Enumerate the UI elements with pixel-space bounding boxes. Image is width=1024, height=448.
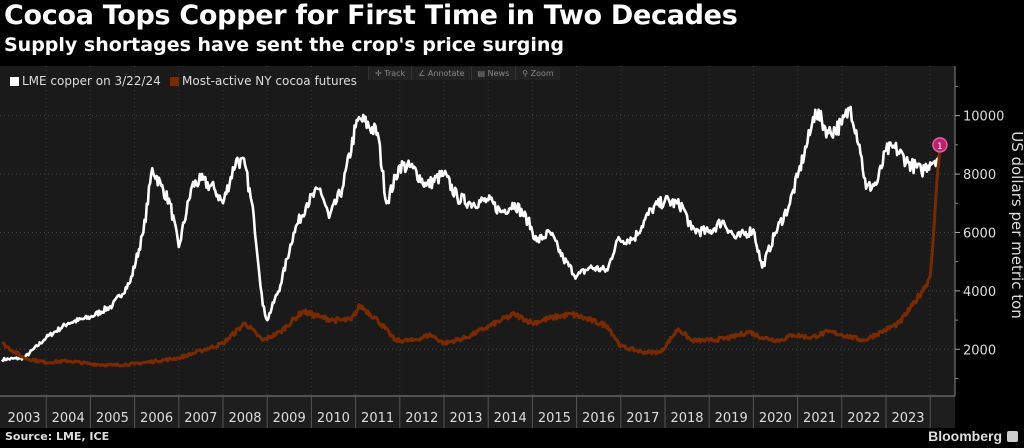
bloomberg-logo: Bloomberg bbox=[928, 428, 1002, 444]
legend-swatch-cocoa bbox=[170, 76, 179, 86]
x-tick-label: 2018 bbox=[670, 411, 703, 426]
x-tick-label: 2010 bbox=[317, 411, 350, 426]
legend-item-copper[interactable]: LME copper on 3/22/24 bbox=[10, 74, 161, 88]
x-tick-label: 2014 bbox=[494, 411, 527, 426]
x-tick-label: 2020 bbox=[759, 411, 792, 426]
y-tick-label: 4000 bbox=[963, 285, 996, 300]
x-tick-label: 2021 bbox=[803, 411, 836, 426]
x-tick-label: 2013 bbox=[449, 411, 482, 426]
plot-area bbox=[0, 66, 955, 396]
x-tick-label: 2019 bbox=[715, 411, 748, 426]
x-axis-band bbox=[0, 396, 955, 428]
x-tick-label: 2011 bbox=[361, 411, 394, 426]
x-tick-label: 2022 bbox=[847, 411, 880, 426]
news-button[interactable]: ▤ News bbox=[470, 67, 516, 80]
x-tick-label: 2003 bbox=[7, 411, 40, 426]
x-tick-label: 2017 bbox=[626, 411, 659, 426]
legend-swatch-copper bbox=[10, 76, 19, 86]
y-tick-label: 6000 bbox=[963, 226, 996, 241]
x-tick-label: 2008 bbox=[228, 411, 261, 426]
track-button[interactable]: ✛ Track bbox=[368, 67, 411, 80]
chart-toolbar: ✛ Track ∠ Annotate ▤ News ⚲ Zoom bbox=[368, 67, 560, 80]
x-tick-label: 2016 bbox=[582, 411, 615, 426]
bloomberg-chart-icon bbox=[1007, 431, 1018, 442]
x-tick-label: 2004 bbox=[52, 411, 85, 426]
x-tick-label: 2023 bbox=[891, 411, 924, 426]
annotation-label: 1 bbox=[937, 142, 943, 152]
chart-title: Cocoa Tops Copper for First Time in Two … bbox=[4, 0, 738, 31]
legend-label-copper: LME copper on 3/22/24 bbox=[22, 74, 161, 88]
y-tick-label: 2000 bbox=[963, 343, 996, 358]
x-tick-label: 2012 bbox=[405, 411, 438, 426]
chart-subtitle: Supply shortages have sent the crop's pr… bbox=[4, 34, 564, 56]
y-tick-label: 8000 bbox=[963, 168, 996, 183]
x-tick-label: 2009 bbox=[273, 411, 306, 426]
x-tick-label: 2007 bbox=[184, 411, 217, 426]
x-tick-label: 2015 bbox=[538, 411, 571, 426]
x-tick-label: 2005 bbox=[96, 411, 129, 426]
annotation-marker bbox=[932, 137, 948, 153]
annotate-button[interactable]: ∠ Annotate bbox=[411, 67, 470, 80]
y-tick-label: 10000 bbox=[963, 110, 1004, 125]
source-note: Source: LME, ICE bbox=[5, 430, 110, 443]
series-line-copper bbox=[0, 105, 941, 363]
zoom-button[interactable]: ⚲ Zoom bbox=[515, 67, 559, 80]
legend-item-cocoa[interactable]: Most-active NY cocoa futures bbox=[170, 74, 357, 88]
y-axis-label: US dollars per metric ton bbox=[1008, 131, 1024, 319]
series-line-cocoa bbox=[1, 144, 942, 368]
legend-label-cocoa: Most-active NY cocoa futures bbox=[182, 74, 357, 88]
x-tick-label: 2006 bbox=[140, 411, 173, 426]
